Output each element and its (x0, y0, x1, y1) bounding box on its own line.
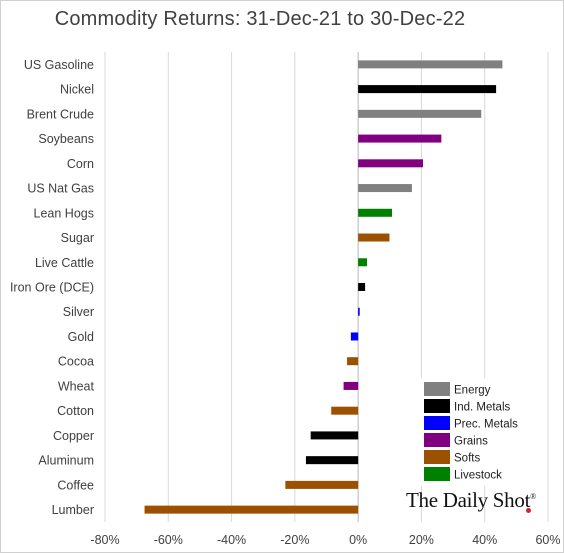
bar (358, 283, 366, 291)
bar (358, 159, 424, 168)
bar (358, 85, 497, 94)
category-label: Cotton (57, 404, 94, 418)
x-tick-label: -40% (217, 533, 246, 547)
legend-swatch (424, 382, 450, 396)
legend-swatch (424, 450, 450, 464)
bar (331, 406, 359, 415)
legend-swatch (424, 467, 450, 481)
bar (285, 480, 359, 489)
category-label: Copper (53, 429, 94, 443)
bar (358, 233, 390, 242)
legend-label: Energy (454, 385, 491, 397)
bar (350, 332, 359, 341)
category-label: US Gasoline (24, 58, 94, 72)
bar (347, 357, 359, 366)
category-label: Gold (68, 330, 94, 344)
legend-label: Ind. Metals (454, 402, 510, 414)
x-tick-label: -60% (154, 533, 183, 547)
legend-label: Livestock (454, 470, 502, 482)
legend-label: Prec. Metals (454, 419, 518, 431)
bar (358, 109, 482, 118)
category-label: Live Cattle (35, 256, 94, 270)
category-label: US Nat Gas (27, 182, 94, 196)
bar (343, 381, 359, 390)
category-label: Lean Hogs (34, 206, 94, 220)
bar (358, 60, 503, 69)
bar (305, 456, 359, 465)
bar (310, 431, 359, 440)
chart-title: Commodity Returns: 31-Dec-21 to 30-Dec-2… (54, 8, 466, 30)
category-label: Nickel (60, 83, 94, 97)
bar (358, 258, 368, 267)
category-label: Corn (67, 157, 94, 171)
brand-name: The Daily Shot (406, 488, 531, 512)
brand-logo: The Daily Shot® (406, 488, 536, 513)
category-label: Brent Crude (27, 107, 94, 121)
x-tick-label: -20% (280, 533, 309, 547)
bar (358, 184, 412, 193)
category-label: Silver (63, 305, 94, 319)
x-tick-label: 60% (535, 533, 560, 547)
legend-label: Softs (454, 453, 480, 465)
category-label: Coffee (57, 478, 94, 492)
category-label: Iron Ore (DCE) (10, 281, 94, 295)
bar (358, 307, 360, 316)
legend-label: Grains (454, 436, 488, 448)
category-label: Soybeans (38, 132, 94, 146)
legend-swatch (424, 416, 450, 430)
category-label: Aluminum (38, 454, 94, 468)
legend-swatch (424, 399, 450, 413)
brand-mark: ® (530, 492, 536, 501)
bar (358, 134, 442, 143)
brand-dot-icon (526, 508, 531, 513)
bar (358, 208, 393, 217)
category-label: Cocoa (58, 355, 94, 369)
category-label: Sugar (61, 231, 94, 245)
x-tick-label: 40% (472, 533, 497, 547)
category-label: Wheat (58, 379, 95, 393)
category-label: Lumber (52, 503, 94, 517)
bar (144, 505, 359, 514)
x-tick-label: 20% (409, 533, 434, 547)
legend-swatch (424, 433, 450, 447)
x-tick-label: 0% (349, 533, 367, 547)
x-tick-label: -80% (90, 533, 119, 547)
